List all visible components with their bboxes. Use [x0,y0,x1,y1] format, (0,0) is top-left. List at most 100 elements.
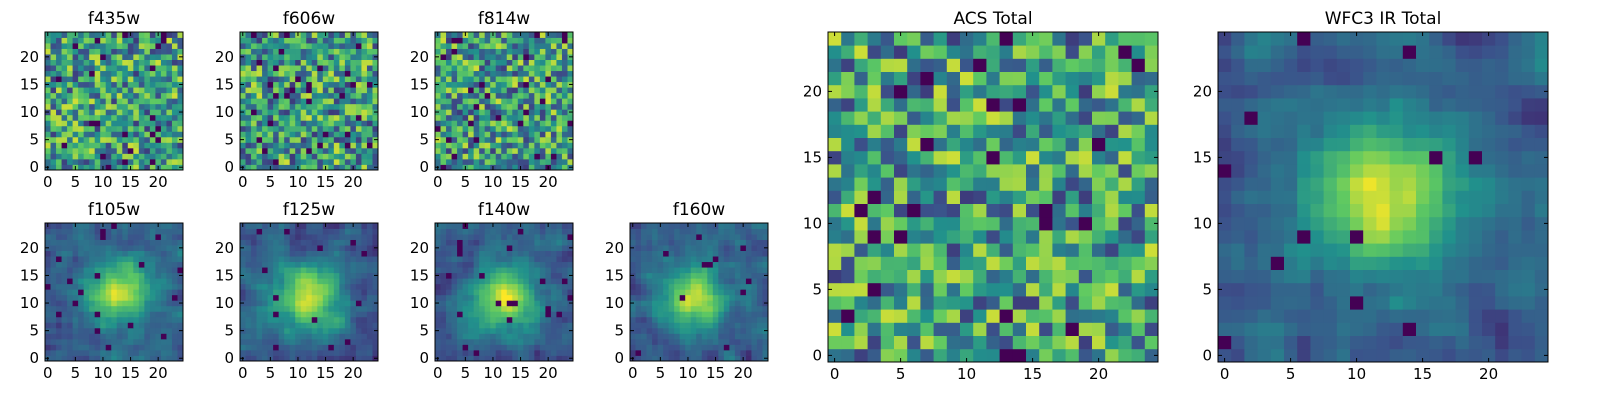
heatmap-cell [652,322,658,329]
heatmap-cell [116,125,123,132]
heatmap-cell [160,234,167,240]
heatmap-cell [468,278,475,285]
heatmap-cell [289,131,296,138]
heatmap-cell [462,65,469,72]
heatmap-cell [245,59,252,66]
heatmap-cell [317,48,324,55]
heatmap-cell [339,338,346,345]
heatmap-cell [317,278,324,285]
heatmap-cell [372,316,379,323]
heatmap-cell [512,147,519,154]
heatmap-cell [149,131,156,138]
heatmap-cell [306,355,313,362]
heatmap-cell [111,43,118,49]
heatmap-cell [278,43,285,49]
heatmap-cell [251,349,257,356]
heatmap-cell [567,70,574,77]
heatmap-cell [160,316,167,323]
heatmap-cell [295,316,302,323]
heatmap-cell [534,272,541,279]
heatmap-cell [446,289,452,296]
heatmap-cell [355,76,362,83]
heatmap-cell [89,344,96,351]
heatmap-cell [457,43,463,49]
heatmap-cell [556,322,563,329]
heatmap-cell [468,322,475,329]
heatmap-cell [973,309,987,323]
heatmap-cell [267,311,274,318]
heatmap-cell [56,65,62,72]
heatmap-cell [479,70,486,77]
heatmap-cell [127,228,134,235]
heatmap-cell [712,245,719,251]
heatmap-cell [333,32,340,38]
heatmap-cell [94,32,101,38]
heatmap-cell [72,239,79,246]
heatmap-cell [751,228,758,235]
heatmap-cell [160,65,167,72]
heatmap-cell [479,109,486,116]
heatmap-cell [116,344,123,351]
heatmap-cell [144,76,151,83]
heatmap-cell [723,355,730,362]
heatmap-cell [495,349,502,356]
heatmap-cell [372,278,379,285]
heatmap-cell [506,103,513,110]
heatmap-cell [366,32,373,38]
heatmap-cell [251,125,257,132]
heatmap-cell [67,70,73,77]
heatmap-cell [361,355,368,362]
heatmap-cell [72,147,79,154]
heatmap-cell [372,283,379,290]
heatmap-cell [933,216,948,231]
heatmap-cell [322,87,329,94]
heatmap-cell [72,333,79,340]
heatmap-cell [685,300,692,307]
heatmap-cell [490,261,497,268]
heatmap-cell [171,48,178,55]
heatmap-cell [1144,243,1159,257]
y-tick-label: 15 [20,266,39,284]
heatmap-cell [696,333,703,340]
heatmap-cell [446,125,452,132]
x-tick-label: 5 [461,173,471,191]
heatmap-cell [116,278,123,285]
heatmap-cell [696,234,703,240]
heatmap-cell [160,311,167,318]
heatmap-cell [828,243,842,257]
heatmap-cell [251,98,257,105]
heatmap-cell [534,87,541,94]
heatmap-cell [701,311,708,318]
heatmap-cell [556,250,563,257]
heatmap-cell [311,98,318,105]
heatmap-cell [495,239,502,246]
heatmap-cell [89,234,96,240]
heatmap-cell [920,216,934,231]
heatmap-cell [523,278,530,285]
heatmap-cell [111,311,118,318]
heatmap-cell [372,267,379,274]
heatmap-cell [155,245,162,251]
heatmap-cell [262,338,268,345]
heatmap-cell [50,81,57,88]
heatmap-cell [751,294,758,301]
heatmap-cell [155,316,162,323]
heatmap-cell [841,335,855,350]
heatmap-cell [657,349,664,356]
heatmap-cell [946,177,961,191]
heatmap-cell [105,70,112,77]
heatmap-cell [344,142,351,149]
heatmap-cell [251,87,257,94]
heatmap-cell [1052,243,1066,257]
heatmap-cell [328,76,335,83]
heatmap-cell [278,32,285,38]
heatmap-cell [539,355,546,362]
heatmap-cell [506,228,513,235]
heatmap-cell [355,355,362,362]
heatmap-cell [116,256,123,263]
heatmap-cell [462,109,469,116]
heatmap-cell [78,327,85,334]
heatmap-cell [300,316,307,323]
heatmap-cell [160,164,167,171]
heatmap-cell [83,120,90,127]
